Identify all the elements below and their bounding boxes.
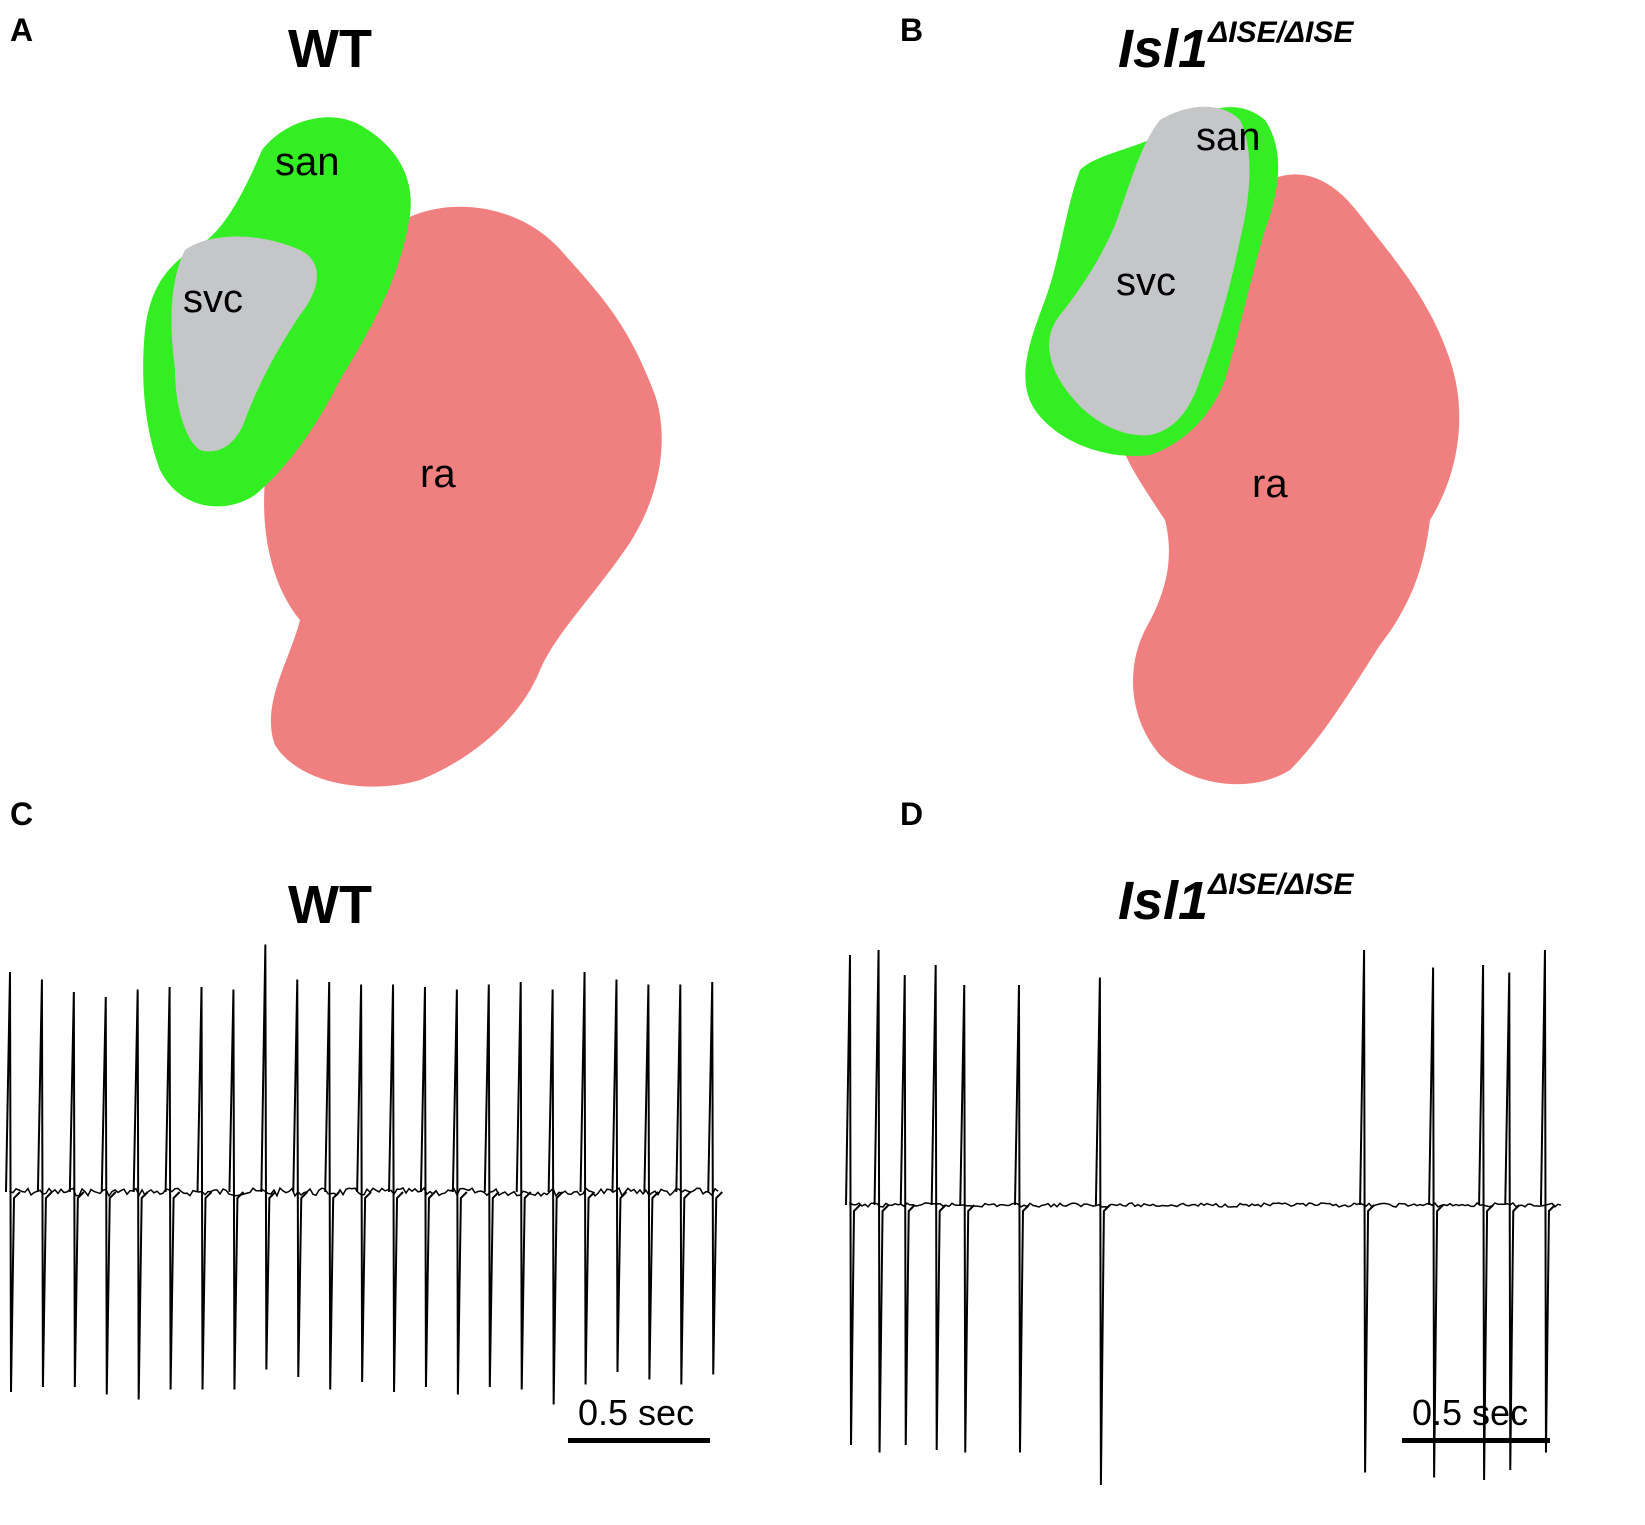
panel-letter-a: A <box>10 12 34 48</box>
panel-c-scale-label: 0.5 sec <box>578 1392 695 1433</box>
panel-c-spike <box>356 984 372 1383</box>
panel-d-spike <box>1504 972 1520 1471</box>
panel-b-title-main: Isl1 <box>1118 19 1209 79</box>
panel-b-title-sup: ΔISE/ΔISE <box>1208 16 1354 49</box>
panel-b-svc-label: svc <box>1116 260 1176 304</box>
panel-c-spike <box>132 989 149 1400</box>
panel-a-title: WT <box>288 19 372 79</box>
panel-c-spike <box>675 984 692 1385</box>
panel-c-spike <box>388 984 404 1393</box>
panel-d-spike <box>959 984 975 1453</box>
panel-c-spike <box>451 989 468 1395</box>
panel-c-spike <box>196 986 213 1390</box>
panel-a-ra-shape <box>264 206 662 787</box>
panel-c-spike <box>164 986 181 1390</box>
panel-d-spike <box>1428 967 1444 1478</box>
panel-d-spike <box>1539 949 1556 1453</box>
panel-c-spike <box>324 981 340 1390</box>
panel-c-spike <box>419 986 436 1388</box>
panel-b-title: Isl1ΔISE/ΔISE <box>1118 16 1354 80</box>
panel-a-ra-label: ra <box>420 452 456 496</box>
panel-letter-c: C <box>10 796 34 832</box>
panel-d-baseline <box>849 1201 1562 1208</box>
panel-d-spike <box>873 949 890 1453</box>
panel-c-spike <box>68 991 85 1388</box>
panel-b-svc-shape <box>1049 106 1250 436</box>
panel-c-spike <box>260 944 277 1370</box>
panel-d-spike <box>845 954 861 1446</box>
panel-d-scale-bar <box>1402 1438 1550 1443</box>
panel-c-spike <box>5 971 21 1393</box>
panel-a-svc-shape <box>171 236 317 452</box>
panel-c-spike <box>292 979 308 1378</box>
panel-c-title: WT <box>288 875 372 935</box>
panel-c-spike <box>707 981 723 1375</box>
panel-letter-d: D <box>900 796 924 832</box>
panel-c-spike <box>515 981 532 1390</box>
panel-c-spike <box>547 989 564 1405</box>
panel-a-san-label: san <box>275 140 340 184</box>
panel-c-spike <box>611 979 628 1373</box>
panel-d-title-sup: ΔISE/ΔISE <box>1208 868 1354 901</box>
panel-d-spike <box>1013 984 1030 1453</box>
panel-d-spike <box>899 974 916 1446</box>
panel-d-ecg-trace <box>845 949 1562 1486</box>
panel-d-title: Isl1ΔISE/ΔISE <box>1118 868 1354 932</box>
panel-c-ecg-trace <box>5 944 723 1405</box>
panel-c-spike <box>579 971 596 1385</box>
panel-c-scale-bar <box>568 1438 710 1443</box>
panel-d-scale-label: 0.5 sec <box>1412 1392 1529 1433</box>
panel-d-spike <box>1478 964 1494 1481</box>
panel-d-spike <box>1094 977 1111 1486</box>
panel-c-spike <box>483 984 500 1388</box>
panel-b-san-label: san <box>1196 115 1261 159</box>
panel-c-spike <box>36 979 53 1388</box>
panel-d-spike <box>930 964 947 1451</box>
panel-c-spike <box>100 996 117 1395</box>
panel-a-reconstruction <box>143 117 662 787</box>
panel-d-spike <box>1359 949 1375 1473</box>
panel-letter-b: B <box>900 12 924 48</box>
panel-b-ra-label: ra <box>1252 462 1288 506</box>
panel-b-reconstruction <box>1025 106 1460 785</box>
panel-c-spike <box>228 989 245 1390</box>
panel-d-title-main: Isl1 <box>1118 871 1209 931</box>
panel-c-spike <box>643 984 660 1380</box>
panel-a-svc-label: svc <box>183 277 243 321</box>
